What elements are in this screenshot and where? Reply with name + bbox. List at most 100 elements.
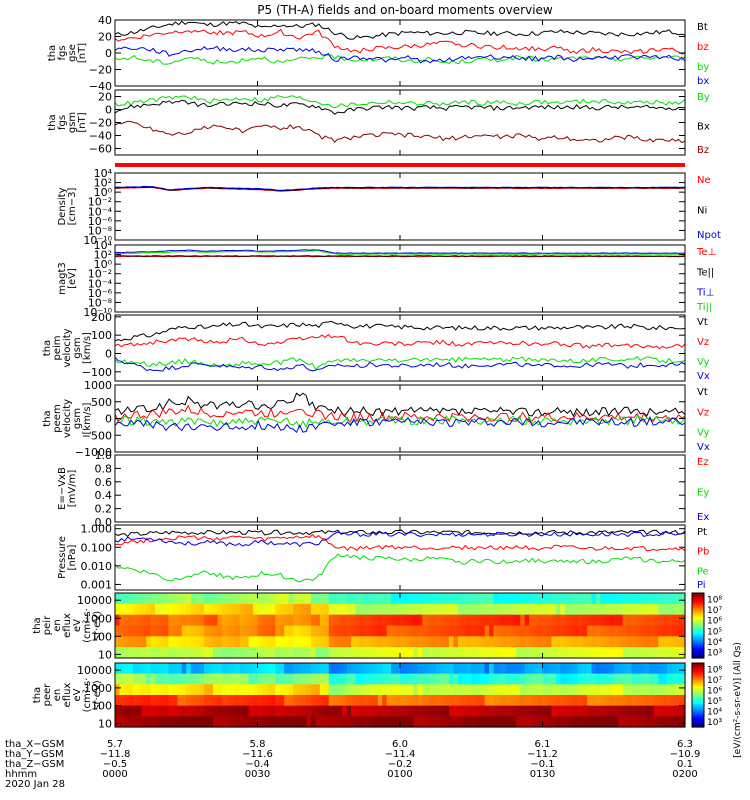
heatmap-cell	[466, 647, 472, 659]
heatmap-cell	[391, 603, 397, 616]
colorbar-step	[692, 704, 704, 707]
heatmap-cell	[230, 593, 236, 605]
heatmap-cell	[622, 647, 628, 659]
heatmap-cell	[123, 647, 129, 659]
heatmap-cell	[676, 593, 682, 605]
heatmap-cell	[604, 593, 610, 605]
heatmap-cell	[270, 647, 276, 659]
heatmap-cell	[328, 684, 334, 696]
heatmap-cell	[564, 625, 570, 637]
heatmap-cell	[177, 614, 183, 627]
heatmap-cell	[137, 705, 143, 717]
heatmap-cell	[502, 636, 508, 648]
heatmap-cell	[631, 716, 637, 728]
heatmap-cell	[511, 684, 517, 696]
heatmap-cell	[333, 614, 339, 627]
heatmap-cell	[506, 695, 512, 707]
heatmap-cell	[346, 716, 352, 728]
heatmap-cell	[471, 647, 477, 659]
heatmap-cell	[324, 705, 330, 717]
heatmap-cell	[199, 673, 205, 685]
heatmap-cell	[337, 625, 343, 637]
heatmap-cell	[658, 625, 664, 637]
heatmap-cell	[141, 673, 147, 685]
heatmap-cell	[489, 705, 495, 717]
y-tick-label: 20	[98, 91, 112, 104]
heatmap-cell	[217, 614, 223, 627]
colorbar-label: 10³	[707, 649, 722, 659]
heatmap-cell	[676, 647, 682, 659]
heatmap-cell	[275, 705, 281, 717]
heatmap-cell	[462, 705, 468, 717]
heatmap-cell	[230, 625, 236, 637]
heatmap-cell	[582, 603, 588, 616]
heatmap-cell	[555, 603, 561, 616]
heatmap-cell	[400, 684, 406, 696]
colorbar-step	[692, 597, 704, 600]
heatmap-cell	[310, 636, 316, 648]
heatmap-cell	[293, 603, 299, 616]
y-label-line: eV	[72, 619, 83, 632]
heatmap-cell	[587, 636, 593, 648]
y-label-line: [nT]	[77, 43, 88, 63]
heatmap-cell	[422, 603, 428, 616]
heatmap-cell	[328, 625, 334, 637]
y-tick-label: 10²	[94, 249, 112, 262]
heatmap-cell	[186, 695, 192, 707]
heatmap-cell	[573, 673, 579, 685]
colorbar-step	[692, 611, 704, 614]
heatmap-cell	[275, 636, 281, 648]
heatmap-cell	[502, 684, 508, 696]
heatmap-cell	[680, 614, 686, 627]
heatmap-cell	[431, 614, 437, 627]
colorbar-step	[692, 639, 704, 642]
legend-entry: by	[697, 62, 709, 73]
colorbar-step	[692, 680, 704, 682]
heatmap-cell	[417, 716, 423, 728]
heatmap-cell	[342, 705, 348, 717]
heatmap-cell	[284, 614, 290, 627]
heatmap-cell	[146, 684, 152, 696]
heatmap-cell	[119, 625, 125, 637]
heatmap-cell	[680, 695, 686, 707]
heatmap-cell	[159, 673, 165, 685]
heatmap-cell	[422, 593, 428, 605]
heatmap-cell	[163, 673, 170, 685]
heatmap-cell	[520, 614, 526, 627]
heatmap-cell	[248, 625, 254, 637]
ephemeris-row-label: hhmm	[5, 769, 37, 780]
heatmap-cell	[618, 636, 624, 648]
heatmap-cell	[564, 636, 570, 648]
heatmap-cell	[600, 716, 606, 728]
heatmap-cell	[502, 695, 508, 707]
heatmap-cell	[293, 716, 299, 728]
heatmap-cell	[555, 673, 561, 685]
heatmap-cell	[315, 625, 321, 637]
heatmap-cell	[132, 673, 138, 685]
heatmap-cell	[622, 593, 628, 605]
heatmap-cell	[408, 705, 414, 717]
heatmap-cell	[377, 705, 383, 717]
heatmap-cell	[284, 647, 290, 659]
heatmap-cell	[146, 695, 152, 707]
heatmap-cell	[328, 647, 334, 659]
colorbar-step	[692, 699, 704, 701]
heatmap-cell	[261, 614, 268, 627]
heatmap-cell	[613, 705, 619, 717]
heatmap-cell	[653, 705, 659, 717]
heatmap-cell	[555, 716, 561, 728]
heatmap-cell	[578, 663, 584, 675]
heatmap-cell	[257, 603, 263, 616]
heatmap-cell	[440, 614, 446, 627]
heatmap-cell	[172, 647, 178, 659]
heatmap-cell	[266, 614, 272, 627]
heatmap-cell	[413, 705, 419, 717]
heatmap-cell	[168, 625, 174, 637]
heatmap-cell	[310, 716, 316, 728]
heatmap-cell	[248, 716, 254, 728]
heatmap-cell	[466, 716, 472, 728]
heatmap-cell	[159, 705, 165, 717]
colorbar-step	[692, 614, 704, 617]
heatmap-cell	[591, 647, 597, 659]
